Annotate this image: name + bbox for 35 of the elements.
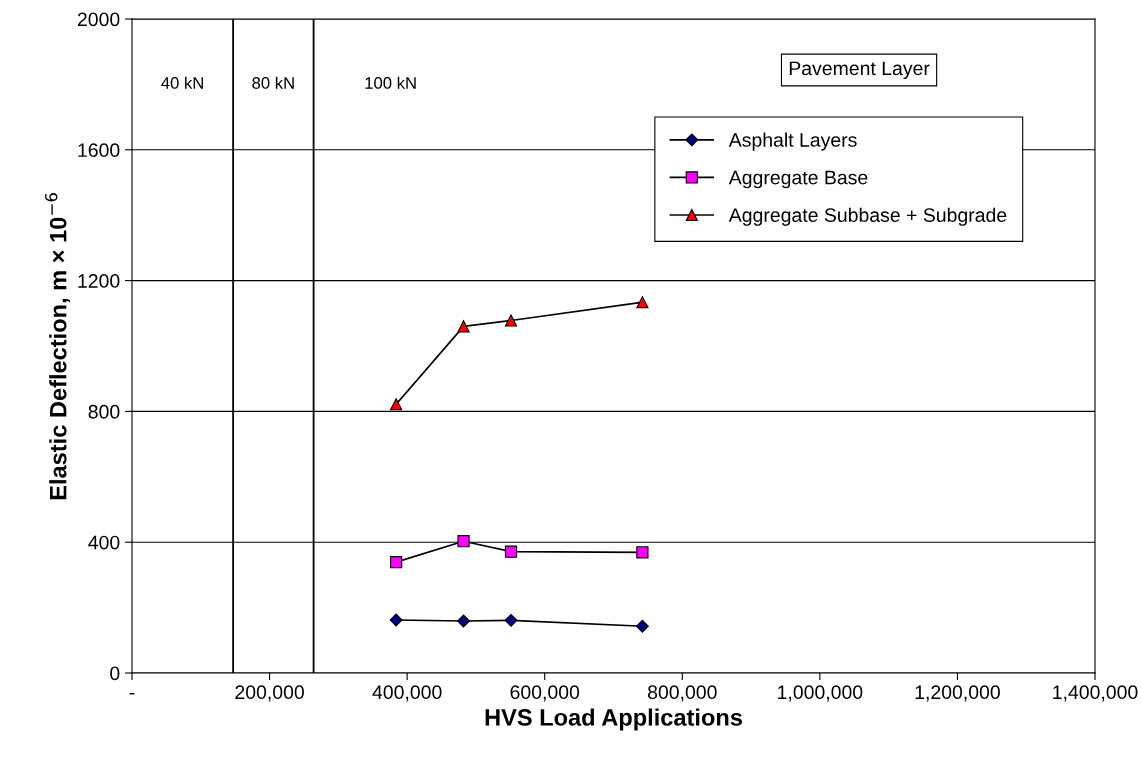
y-tick-label: 0 bbox=[110, 666, 120, 681]
annotation: 40 kN bbox=[161, 76, 203, 89]
y-tick-label: 1200 bbox=[78, 274, 120, 288]
x-tick-label: 800,000 bbox=[647, 685, 717, 702]
x-tick-label: 400,000 bbox=[372, 685, 442, 702]
point bbox=[504, 613, 518, 627]
x-tick-label: 200,000 bbox=[235, 685, 304, 702]
x-tick-label: 1,200,000 bbox=[915, 685, 1000, 702]
point bbox=[504, 314, 518, 327]
y-axis-title: Elastic Deflection, m × 10$^{−6}$ bbox=[45, 193, 70, 500]
point bbox=[390, 556, 403, 569]
point bbox=[504, 545, 518, 558]
point bbox=[457, 535, 470, 548]
point bbox=[389, 613, 403, 627]
legend-title: Pavement Layer bbox=[789, 61, 930, 80]
point bbox=[457, 320, 470, 333]
y-tick-label: 1600 bbox=[78, 143, 120, 158]
annotation: 80 kN bbox=[252, 76, 294, 89]
x-tick-label: 1,400,000 bbox=[1053, 685, 1138, 702]
y-tick-label: 2000 bbox=[77, 12, 120, 27]
legend-label: Asphalt Layers bbox=[728, 132, 857, 151]
y-tick-label: 800 bbox=[88, 404, 120, 419]
legend-label: Aggregate Subbase + Subgrade bbox=[728, 207, 1007, 226]
x-axis-title: HVS Load Applications bbox=[485, 708, 742, 731]
point bbox=[457, 614, 470, 628]
point bbox=[390, 398, 403, 411]
point bbox=[635, 619, 649, 633]
x-tick-label: - bbox=[129, 692, 135, 695]
y-tick-label: 400 bbox=[88, 535, 120, 550]
point bbox=[636, 296, 649, 309]
point bbox=[636, 546, 649, 559]
x-tick-label: 1,000,000 bbox=[778, 685, 863, 702]
legend-label: Aggregate Base bbox=[728, 170, 868, 189]
x-tick-label: 600,000 bbox=[510, 685, 580, 702]
annotation: 100 kN bbox=[365, 76, 416, 89]
